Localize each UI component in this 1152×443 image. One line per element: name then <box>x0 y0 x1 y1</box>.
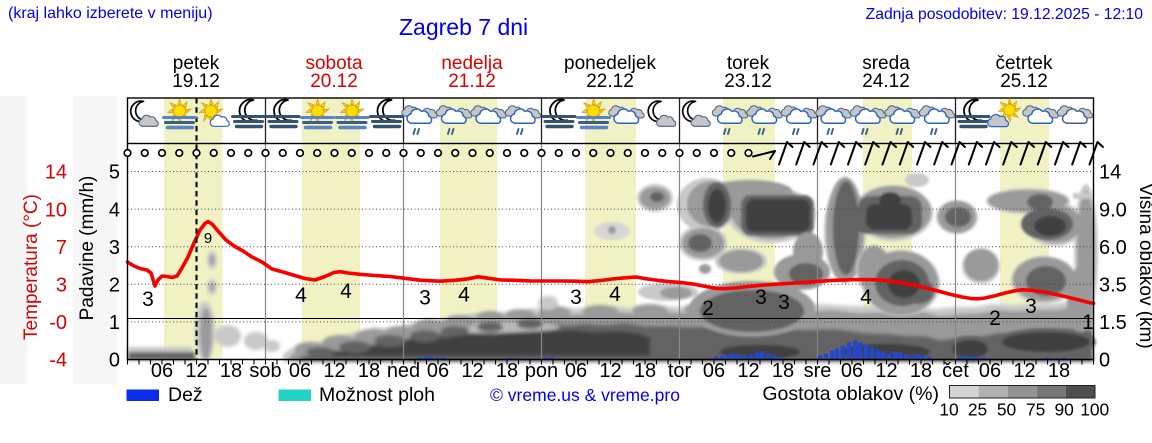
svg-text:1: 1 <box>109 312 120 334</box>
svg-text:3: 3 <box>419 287 431 310</box>
svg-text:4: 4 <box>295 284 307 307</box>
svg-text:3: 3 <box>142 288 154 311</box>
svg-text:06: 06 <box>979 360 1001 382</box>
svg-text:7: 7 <box>56 237 67 259</box>
svg-text:12: 12 <box>323 360 345 382</box>
svg-text:3: 3 <box>1025 295 1037 318</box>
svg-text:10: 10 <box>939 400 958 420</box>
svg-text:12: 12 <box>185 360 207 382</box>
svg-text:12: 12 <box>1013 360 1035 382</box>
svg-text:5: 5 <box>109 162 120 184</box>
svg-text:3.5: 3.5 <box>1099 275 1127 297</box>
svg-text:sob: sob <box>249 360 281 382</box>
svg-text:75: 75 <box>1026 400 1045 420</box>
svg-text:pon: pon <box>525 360 558 382</box>
svg-text:3: 3 <box>56 275 67 297</box>
svg-text:18: 18 <box>220 360 242 382</box>
svg-text:06: 06 <box>703 360 725 382</box>
svg-text:2: 2 <box>989 307 1001 330</box>
svg-text:4: 4 <box>609 283 621 306</box>
svg-text:10: 10 <box>45 199 67 221</box>
svg-text:1.5: 1.5 <box>1099 312 1127 334</box>
svg-text:2: 2 <box>109 275 120 297</box>
svg-text:6.0: 6.0 <box>1099 237 1127 259</box>
svg-text:9.0: 9.0 <box>1099 199 1127 221</box>
svg-text:18: 18 <box>496 360 518 382</box>
svg-text:18: 18 <box>358 360 380 382</box>
svg-text:4: 4 <box>109 199 120 221</box>
svg-text:Višina oblakov (km): Višina oblakov (km) <box>1135 183 1152 348</box>
svg-text:1: 1 <box>1082 311 1094 334</box>
svg-text:06: 06 <box>841 360 863 382</box>
svg-text:14: 14 <box>45 162 67 184</box>
svg-text:3: 3 <box>570 286 582 309</box>
svg-text:4: 4 <box>860 286 872 309</box>
svg-text:Padavine (mm/h): Padavine (mm/h) <box>77 176 98 321</box>
svg-text:čet: čet <box>942 360 969 382</box>
svg-text:06: 06 <box>151 360 173 382</box>
svg-text:9: 9 <box>204 230 212 247</box>
svg-text:18: 18 <box>634 360 656 382</box>
svg-text:© vreme.us & vreme.pro: © vreme.us & vreme.pro <box>490 385 680 405</box>
svg-text:12: 12 <box>461 360 483 382</box>
svg-text:-0: -0 <box>49 312 67 334</box>
svg-text:18: 18 <box>1048 360 1070 382</box>
svg-text:-4: -4 <box>49 350 67 372</box>
svg-text:tor: tor <box>668 360 692 382</box>
svg-text:0: 0 <box>109 350 120 372</box>
svg-text:12: 12 <box>737 360 759 382</box>
svg-text:3: 3 <box>109 237 120 259</box>
svg-text:18: 18 <box>910 360 932 382</box>
svg-text:0: 0 <box>1099 350 1110 372</box>
svg-text:Možnost ploh: Možnost ploh <box>319 384 435 406</box>
svg-text:Gostota oblakov (%): Gostota oblakov (%) <box>762 383 939 405</box>
svg-text:Temperatura (°C): Temperatura (°C) <box>21 194 42 340</box>
svg-text:4: 4 <box>340 280 352 303</box>
svg-text:12: 12 <box>875 360 897 382</box>
svg-text:06: 06 <box>565 360 587 382</box>
svg-text:25: 25 <box>968 400 987 420</box>
svg-text:06: 06 <box>289 360 311 382</box>
svg-text:18: 18 <box>772 360 794 382</box>
svg-text:Dež: Dež <box>168 384 203 406</box>
svg-text:90: 90 <box>1055 400 1074 420</box>
svg-text:12: 12 <box>599 360 621 382</box>
svg-text:ned: ned <box>387 360 420 382</box>
svg-text:06: 06 <box>427 360 449 382</box>
svg-text:14: 14 <box>1099 162 1121 184</box>
svg-text:100: 100 <box>1080 400 1109 420</box>
svg-text:50: 50 <box>997 400 1016 420</box>
svg-text:3: 3 <box>778 291 790 314</box>
svg-text:3: 3 <box>755 286 767 309</box>
svg-text:4: 4 <box>458 284 470 307</box>
svg-text:sre: sre <box>804 360 832 382</box>
svg-text:2: 2 <box>702 297 714 320</box>
